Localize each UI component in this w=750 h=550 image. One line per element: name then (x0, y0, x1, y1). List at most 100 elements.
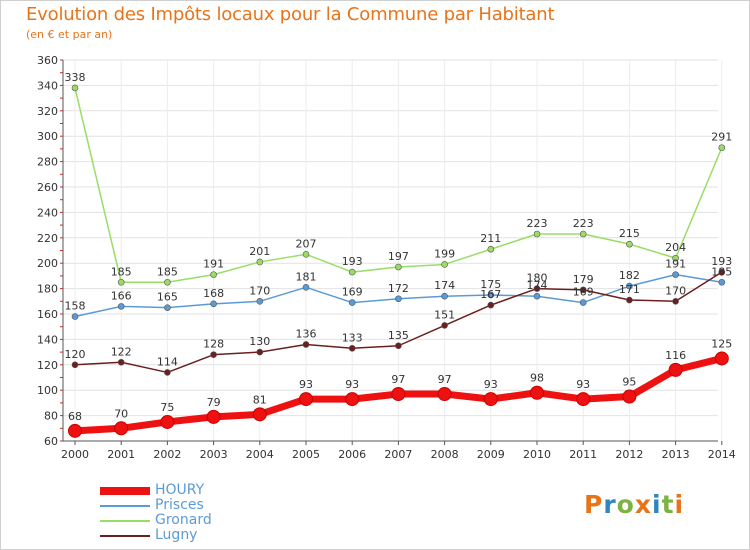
x-tick-label: 2012 (615, 448, 643, 461)
legend-label-houry: HOURY (155, 482, 205, 498)
chart-title: Evolution des Impôts locaux pour la Comm… (26, 4, 555, 25)
y-tick-label: 60 (44, 435, 58, 448)
data-point-prisces (71, 313, 79, 320)
data-label-lugny: 136 (296, 327, 317, 340)
data-point-lugny (579, 286, 587, 294)
data-point-gronard (302, 251, 310, 258)
y-tick-label: 280 (37, 156, 58, 169)
data-point-houry (714, 351, 729, 366)
logo-letter: r (603, 490, 617, 519)
data-point-gronard (348, 268, 356, 276)
data-point-houry (68, 423, 82, 438)
data-point-gronard (164, 278, 171, 286)
data-label-prisces: 169 (573, 286, 594, 299)
data-label-gronard: 199 (434, 247, 455, 260)
y-tick-label: 360 (37, 54, 58, 67)
x-tick-label: 2008 (431, 448, 459, 461)
data-label-gronard: 204 (665, 241, 686, 254)
data-label-lugny: 193 (711, 255, 732, 268)
data-label-lugny: 179 (573, 273, 594, 286)
data-point-lugny (672, 297, 679, 305)
x-tick-label: 2005 (292, 448, 320, 461)
data-label-lugny: 167 (480, 288, 501, 301)
data-point-houry (345, 392, 360, 407)
x-tick-label: 2000 (61, 448, 89, 461)
data-point-prisces (256, 297, 264, 305)
data-label-lugny: 128 (203, 338, 224, 351)
data-label-lugny: 122 (111, 345, 132, 358)
data-point-houry (391, 387, 406, 402)
legend-swatch-houry (100, 487, 150, 495)
legend-swatch-gronard (100, 520, 150, 522)
data-point-gronard (533, 230, 541, 238)
data-point-prisces (672, 271, 679, 278)
data-label-gronard: 185 (111, 265, 132, 278)
data-label-gronard: 215 (619, 227, 640, 240)
data-label-gronard: 197 (388, 250, 409, 263)
data-label-houry: 98 (530, 372, 544, 385)
logo-letter: P (584, 490, 604, 519)
y-tick-label: 100 (37, 384, 58, 397)
data-label-prisces: 174 (527, 279, 548, 292)
y-tick-label: 80 (44, 410, 58, 423)
chart-subtitle: (en € et par an) (26, 28, 113, 41)
legend-swatch-lugny (100, 535, 150, 537)
data-point-lugny (302, 341, 310, 348)
data-point-houry (299, 392, 313, 407)
data-point-prisces (302, 284, 310, 291)
data-label-houry: 125 (711, 337, 732, 350)
data-label-lugny: 133 (342, 331, 363, 344)
data-point-gronard (210, 271, 217, 278)
x-tick-label: 2003 (200, 448, 228, 461)
y-tick-label: 240 (37, 206, 58, 219)
data-label-lugny: 135 (388, 329, 409, 342)
data-label-gronard: 338 (65, 71, 86, 84)
data-label-prisces: 182 (619, 269, 640, 282)
data-label-prisces: 172 (388, 282, 409, 295)
data-label-houry: 95 (622, 376, 636, 389)
data-point-houry (437, 387, 452, 402)
data-point-gronard (71, 84, 79, 92)
proxiti-logo: Proxiti (584, 490, 684, 519)
data-label-houry: 93 (299, 378, 313, 391)
x-tick-label: 2010 (523, 448, 551, 461)
logo-letter: i (674, 490, 685, 519)
y-tick-label: 160 (37, 308, 58, 321)
data-point-gronard (256, 258, 264, 266)
data-point-gronard (718, 144, 726, 151)
data-point-prisces (626, 282, 633, 290)
data-label-gronard: 193 (342, 255, 363, 268)
data-label-houry: 93 (345, 378, 359, 391)
y-tick-label: 340 (37, 79, 58, 92)
logo-letter: o (616, 490, 635, 519)
data-point-prisces (164, 304, 171, 311)
data-label-houry: 75 (160, 401, 174, 414)
data-point-prisces (117, 303, 125, 310)
data-label-prisces: 166 (111, 289, 132, 302)
data-label-prisces: 168 (203, 287, 224, 300)
data-label-houry: 70 (114, 407, 128, 420)
data-point-gronard (672, 254, 679, 262)
data-point-houry (668, 362, 683, 377)
data-label-prisces: 165 (157, 291, 178, 304)
data-point-houry (576, 392, 591, 407)
data-label-lugny: 130 (249, 335, 270, 348)
data-label-prisces: 158 (65, 300, 86, 313)
data-point-prisces (348, 299, 356, 306)
data-label-prisces: 169 (342, 286, 363, 299)
data-label-gronard: 185 (157, 265, 178, 278)
x-tick-label: 2009 (477, 448, 505, 461)
logo-letter: i (652, 490, 662, 519)
data-point-lugny (71, 361, 79, 369)
data-label-prisces: 185 (711, 265, 732, 278)
data-point-prisces (533, 292, 541, 300)
data-point-lugny (718, 268, 726, 276)
data-point-lugny (210, 351, 217, 358)
data-label-gronard: 207 (296, 237, 317, 250)
data-point-lugny (348, 344, 356, 352)
x-tick-label: 2006 (338, 448, 366, 461)
data-point-prisces (441, 292, 448, 300)
data-label-gronard: 201 (249, 245, 270, 258)
data-label-houry: 79 (207, 396, 221, 409)
